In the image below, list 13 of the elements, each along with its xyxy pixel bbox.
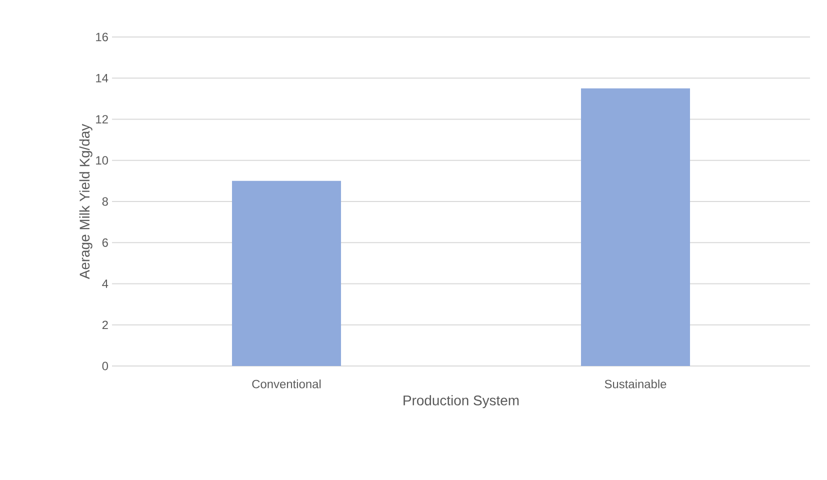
x-axis-title: Production System	[404, 395, 519, 408]
y-tick-label: 12	[96, 115, 108, 124]
y-axis-title: Aerage Milk Yield Kg/day	[79, 124, 92, 280]
x-tick-label: Conventional	[252, 380, 321, 388]
y-tick-label: 0	[102, 362, 108, 370]
y-tick-label: 16	[96, 32, 108, 42]
y-tick-label: 6	[102, 238, 108, 247]
y-tick-label: 10	[96, 156, 108, 165]
y-tick-label: 14	[96, 74, 108, 82]
x-tick-label: Sustainable	[604, 380, 666, 388]
y-tick-label: 2	[102, 320, 108, 330]
y-tick-label: 8	[102, 197, 108, 206]
y-tick-label: 4	[102, 280, 108, 288]
